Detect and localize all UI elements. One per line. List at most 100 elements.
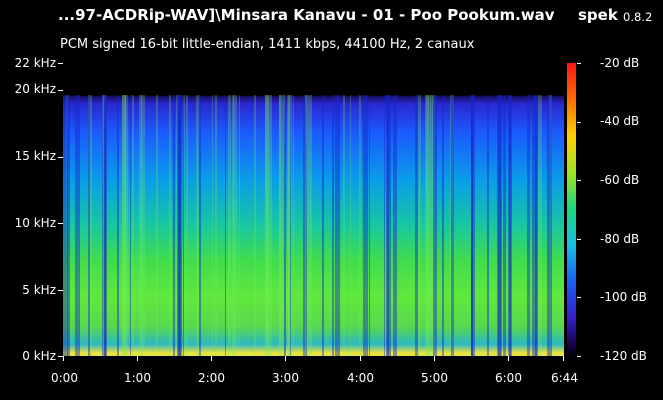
spectrogram-streak <box>284 95 287 356</box>
spectrogram-streak <box>288 95 293 356</box>
spectrogram-streak <box>433 95 438 356</box>
time-label: 4:00 <box>347 371 374 385</box>
spectrogram-streak <box>138 95 142 356</box>
time-tick <box>63 356 64 361</box>
spectrogram-streak <box>253 95 256 356</box>
time-tick <box>137 356 138 361</box>
spectrogram-streak <box>212 95 214 356</box>
spectrogram-streak <box>342 95 345 356</box>
db-label: -40 dB <box>600 114 640 128</box>
db-label: -20 dB <box>600 56 640 70</box>
time-tick <box>285 356 286 361</box>
spectrogram-streak <box>534 95 538 356</box>
spectrogram-streak <box>67 95 71 356</box>
freq-label: 20 kHz <box>14 82 56 96</box>
spectrogram-streak <box>168 95 171 356</box>
spectrogram-streak <box>101 95 106 356</box>
db-label: -120 dB <box>600 349 647 363</box>
spectrogram-streak <box>130 95 132 356</box>
spectrogram-streak <box>307 95 312 356</box>
spectrogram-streak <box>264 95 267 356</box>
db-tick <box>577 297 581 298</box>
spectrogram-streak <box>305 95 307 356</box>
spectrogram-streak <box>385 95 387 356</box>
spectrogram-streak <box>265 95 269 356</box>
audio-info: PCM signed 16-bit little-endian, 1411 kb… <box>60 37 475 52</box>
spectrogram-streak <box>66 95 69 356</box>
spectrogram-streak <box>350 95 352 356</box>
freq-label: 5 kHz <box>22 283 56 297</box>
spectrogram-streak <box>498 95 503 356</box>
spectrogram-streak <box>507 95 511 356</box>
app-version: 0.8.2 <box>623 10 653 24</box>
spectrogram-streak <box>418 95 422 356</box>
db-label: -80 dB <box>600 232 640 246</box>
file-title: ...97-ACDRip-WAV]\Minsara Kanavu - 01 - … <box>58 6 555 24</box>
spectrogram-streak <box>427 95 431 356</box>
spectrogram-streak <box>105 95 108 356</box>
spectrogram-streak <box>179 95 183 356</box>
db-label: -60 dB <box>600 173 640 187</box>
freq-label: 15 kHz <box>14 149 56 163</box>
spectrogram-streak <box>359 95 362 356</box>
spectrogram-streak <box>306 95 309 356</box>
db-tick <box>577 180 581 181</box>
spectrogram-streak <box>322 95 325 356</box>
spectrogram-streak <box>290 95 292 356</box>
spectrogram-streak <box>395 95 398 356</box>
spectrogram-streak <box>232 95 235 356</box>
spectrogram-streak <box>302 95 304 356</box>
spectrogram-streak <box>122 95 125 356</box>
db-label: -100 dB <box>600 290 647 304</box>
spectrogram-streak <box>225 95 227 356</box>
spectrogram-streak <box>186 95 189 356</box>
spectrogram-streak <box>508 95 512 356</box>
time-label: 6:00 <box>495 371 522 385</box>
spectrogram-streak <box>279 95 281 356</box>
spectrogram-streak <box>233 95 238 356</box>
freq-tick <box>58 157 63 158</box>
spectrogram-streak <box>102 95 107 356</box>
spectrogram-streak <box>470 95 473 356</box>
spectrogram-streak <box>88 95 91 356</box>
spectrogram-streak <box>77 95 81 356</box>
time-label: 3:00 <box>272 371 299 385</box>
spectrogram-streak <box>504 95 506 356</box>
spectrogram-streak <box>280 95 285 356</box>
spectrogram-streak <box>424 95 427 356</box>
spectrogram-streak <box>546 95 549 356</box>
spectrogram-streak <box>387 95 390 356</box>
freq-label: 22 kHz <box>14 56 56 70</box>
spectrogram-streak <box>364 95 368 356</box>
spectrogram-streak <box>182 95 184 356</box>
spectrogram-streak <box>293 95 295 356</box>
freq-tick <box>58 90 63 91</box>
spectrogram-streak <box>392 95 395 356</box>
spectrogram-streak <box>387 95 392 356</box>
spectrogram-streak <box>503 95 506 356</box>
spectrogram-streak <box>338 95 341 356</box>
spectrogram-streak <box>487 95 490 356</box>
freq-label: 0 kHz <box>22 349 56 363</box>
time-tick <box>563 356 564 361</box>
spectrogram-streak <box>535 95 539 356</box>
spectrogram-streak <box>141 95 146 356</box>
freq-tick <box>58 223 63 224</box>
time-label: 6:44 <box>551 371 578 385</box>
spectrogram-streak <box>64 95 68 356</box>
spectrogram-streak <box>227 95 231 356</box>
spectrogram-streak <box>122 95 127 356</box>
spectrogram <box>63 63 564 356</box>
time-tick <box>211 356 212 361</box>
spectrogram-streak <box>178 95 182 356</box>
spectrogram-streak <box>470 95 475 356</box>
spectrogram-streak <box>383 95 385 356</box>
spectrogram-streak <box>104 95 106 356</box>
spectrogram-streak <box>470 95 473 356</box>
spectrogram-streak <box>335 95 339 356</box>
spectrogram-streak <box>214 95 217 356</box>
spectrogram-streak <box>182 95 185 356</box>
spectrogram-streak <box>195 95 199 356</box>
spectrogram-streak <box>362 95 365 356</box>
spectrogram-streak <box>103 95 105 356</box>
